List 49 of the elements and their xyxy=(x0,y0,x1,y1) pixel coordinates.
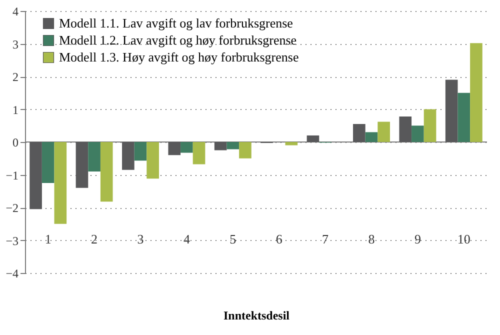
bar xyxy=(353,124,366,142)
bar xyxy=(412,126,424,142)
bar xyxy=(30,142,42,210)
y-tick-label: −1 xyxy=(6,168,18,182)
bar xyxy=(378,122,390,142)
bar xyxy=(180,142,193,153)
bar xyxy=(306,135,320,142)
bar xyxy=(192,142,206,164)
x-axis-title: Inntektsdesil xyxy=(223,308,290,322)
bar xyxy=(100,142,113,202)
legend-label: Modell 1.1. Lav avgift og lav forbruksgrense xyxy=(59,16,294,30)
x-tick-label: 7 xyxy=(322,232,330,247)
bar xyxy=(134,142,147,161)
bar xyxy=(214,142,227,150)
x-tick-label: 2 xyxy=(91,232,98,247)
bar xyxy=(226,142,240,150)
bar xyxy=(365,132,378,142)
bar xyxy=(42,142,54,183)
y-tick-label: 3 xyxy=(12,37,18,52)
y-tick-label: −4 xyxy=(6,266,18,280)
x-tick-label: 1 xyxy=(44,232,52,247)
y-tick-label: 4 xyxy=(12,4,18,18)
bar xyxy=(76,142,88,188)
x-tick-label: 3 xyxy=(137,232,144,247)
x-tick-label: 4 xyxy=(183,232,190,247)
x-tick-label: 10 xyxy=(457,232,470,247)
bar xyxy=(88,142,100,172)
x-tick-label: 9 xyxy=(414,232,421,247)
y-tick-label: −3 xyxy=(6,234,18,248)
bar xyxy=(470,43,482,142)
y-tick-label: 2 xyxy=(12,70,18,84)
bar xyxy=(54,142,67,224)
y-tick-label: −2 xyxy=(6,201,18,215)
x-tick-label: 5 xyxy=(230,232,236,247)
bar xyxy=(424,109,436,142)
bar xyxy=(168,142,181,156)
bar xyxy=(239,142,252,158)
bar xyxy=(122,142,134,170)
bar xyxy=(458,92,470,142)
bar xyxy=(445,80,458,142)
legend-label: Modell 1.2. Lav avgift og høy forbruksgrense xyxy=(59,32,297,48)
legend-label: Modell 1.3. Høy avgift og høy forbruksgrense xyxy=(59,50,299,64)
bar xyxy=(399,116,412,142)
x-tick-label: 6 xyxy=(276,232,283,247)
bar xyxy=(285,142,298,146)
y-tick-label: 1 xyxy=(12,102,18,117)
bar xyxy=(146,142,159,179)
y-tick-label: 0 xyxy=(12,136,18,150)
x-tick-label: 8 xyxy=(368,232,375,247)
